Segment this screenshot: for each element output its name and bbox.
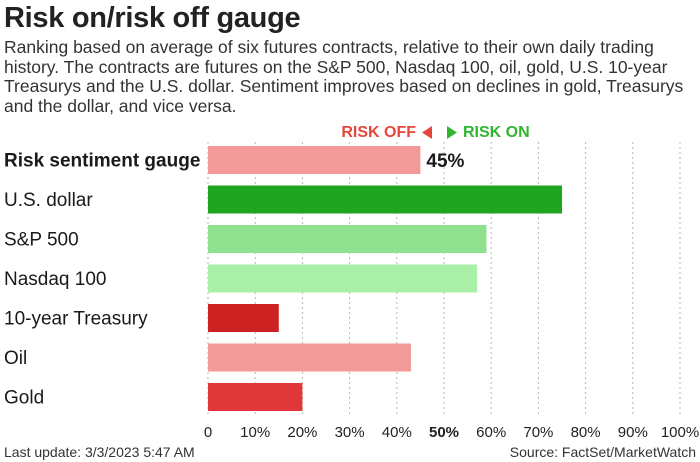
x-tick-label: 40%: [382, 424, 412, 441]
source-note: Source: FactSet/MarketWatch: [509, 444, 696, 460]
x-tick-label: 60%: [476, 424, 506, 441]
risk-on-label: RISK ON: [463, 124, 530, 141]
x-tick-label: 80%: [571, 424, 601, 441]
category-label: Oil: [4, 348, 27, 369]
category-label: Nasdaq 100: [4, 269, 106, 290]
bar: [208, 185, 562, 214]
x-tick-label: 30%: [335, 424, 365, 441]
chart-subtitle: Ranking based on average of six futures …: [4, 37, 684, 116]
x-tick-label: 20%: [287, 424, 317, 441]
bar: [208, 383, 303, 411]
risk-off-label: RISK OFF: [341, 124, 416, 141]
value-labels: 45%: [426, 151, 464, 172]
x-tick-label: 50%: [429, 424, 459, 441]
x-tick-label: 0: [204, 424, 212, 441]
bar: [208, 225, 487, 253]
bar: [208, 146, 421, 174]
last-update: Last update: 3/3/2023 5:47 AM: [4, 444, 195, 460]
bar: [208, 264, 478, 293]
bar: [208, 304, 279, 332]
x-tick-label: 100%: [661, 424, 699, 441]
bar: [208, 343, 411, 372]
risk-on-arrow-icon: [447, 126, 457, 139]
x-tick-label: 90%: [618, 424, 648, 441]
category-labels: Risk sentiment gauge U.S. dollar S&P 500 Na…: [4, 151, 200, 409]
value-label: 45%: [426, 151, 464, 172]
bars: [208, 146, 562, 411]
category-label: S&P 500: [4, 230, 79, 251]
category-label: 10-year Treasury: [4, 309, 148, 330]
risk-legend: RISK OFF RISK ON: [341, 124, 529, 141]
category-label: Gold: [4, 388, 44, 409]
x-tick-labels: 0 10% 20% 30% 40% 50% 60% 70% 80% 90% 100%: [204, 424, 699, 441]
x-tick-label: 10%: [240, 424, 270, 441]
x-tick-label: 70%: [523, 424, 553, 441]
chart-title: Risk on/risk off gauge: [4, 2, 301, 34]
category-label: U.S. dollar: [4, 190, 93, 211]
category-label: Risk sentiment gauge: [4, 151, 200, 172]
risk-off-arrow-icon: [422, 126, 432, 139]
